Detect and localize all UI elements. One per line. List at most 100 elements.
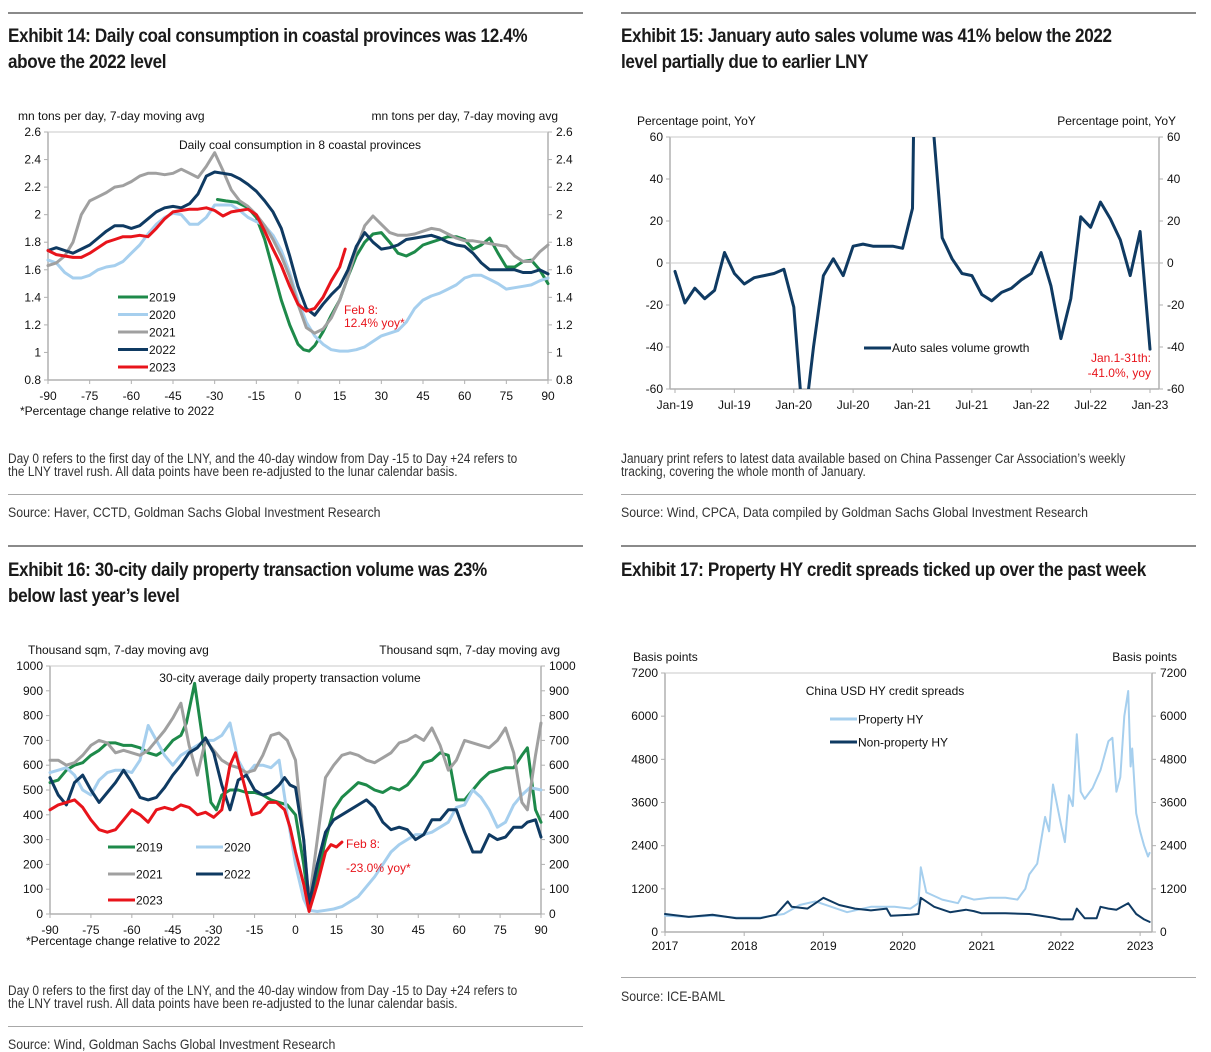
annotation-value: -41.0%, yoy: [1088, 366, 1151, 380]
y-tick-label-right: 2.2: [556, 180, 573, 194]
x-tick-label: 2023: [1127, 939, 1154, 953]
legend-label-2020: 2020: [224, 841, 251, 855]
source-text: Source: Haver, CCTD, Goldman Sachs Globa…: [8, 504, 381, 520]
x-tick-label: 45: [416, 389, 430, 403]
source-divider: [621, 494, 1196, 495]
footnote: *Percentage change relative to 2022: [26, 934, 220, 948]
y-tick-label-right: 500: [549, 783, 569, 797]
y-tick-label-right: 1000: [549, 659, 576, 673]
y-axis-title-left: Basis points: [633, 650, 698, 664]
source-text: Source: Wind, Goldman Sachs Global Inves…: [8, 1036, 336, 1052]
y-tick-label-right: 6000: [1160, 709, 1187, 723]
y-tick-label-right: 1.8: [556, 235, 573, 249]
y-tick-label-left: 1.2: [24, 318, 41, 332]
y-tick-label-right: 0: [549, 907, 556, 921]
x-tick-label: 15: [333, 389, 347, 403]
annotation-date: Feb 8:: [346, 837, 380, 851]
y-tick-label-left: 40: [650, 172, 664, 186]
exhibit-14: Exhibit 14: Daily coal consumption in co…: [8, 0, 583, 530]
x-tick-label: Jul-21: [956, 398, 989, 412]
y-tick-label-left: 100: [23, 882, 43, 896]
y-tick-label-right: 600: [549, 758, 569, 772]
y-tick-label-left: 1.6: [24, 263, 41, 277]
x-tick-label: 75: [500, 389, 514, 403]
x-tick-label: 90: [534, 923, 548, 937]
annotation-value: -23.0% yoy*: [346, 861, 411, 875]
y-tick-label-left: 400: [23, 808, 43, 822]
y-tick-label-left: -60: [646, 382, 664, 396]
source-divider: [621, 977, 1196, 978]
y-tick-label-right: 1.2: [556, 318, 573, 332]
y-tick-label-right: 20: [1167, 214, 1181, 228]
y-tick-label-right: 900: [549, 684, 569, 698]
title-line-1: Exhibit 17: Property HY credit spreads t…: [621, 560, 1146, 581]
y-axis-title-right: Basis points: [1112, 650, 1177, 664]
y-tick-label-right: 800: [549, 709, 569, 723]
y-axis-title-left: mn tons per day, 7-day moving avg: [18, 109, 205, 123]
y-tick-label-right: 700: [549, 733, 569, 747]
x-tick-label: Jan-22: [1013, 398, 1050, 412]
y-tick-label-right: 100: [549, 882, 569, 896]
y-tick-label-left: 200: [23, 857, 43, 871]
y-tick-label-right: 1: [556, 345, 563, 359]
y-tick-label-right: 1.6: [556, 263, 573, 277]
title-line-2: below last year’s level: [8, 586, 180, 607]
y-tick-label-right: -60: [1167, 382, 1185, 396]
x-tick-label: 60: [458, 389, 472, 403]
y-tick-label-left: 1: [34, 345, 41, 359]
y-tick-label-right: 2400: [1160, 839, 1187, 853]
y-tick-label-right: 2: [556, 208, 563, 222]
title-line-2: level partially due to earlier LNY: [621, 52, 869, 73]
source-text: Source: ICE-BAML: [621, 988, 726, 1004]
title-line-1: Exhibit 16: 30-city daily property trans…: [8, 560, 487, 581]
x-tick-label: Jan-23: [1132, 398, 1169, 412]
y-tick-label-left: 0: [651, 925, 658, 939]
x-tick-label: 2017: [652, 939, 679, 953]
y-tick-label-left: 500: [23, 783, 43, 797]
y-tick-label-right: 300: [549, 833, 569, 847]
exhibit-title: Exhibit 14: Daily coal consumption in co…: [8, 24, 575, 76]
series-line-Non-property HY: [664, 896, 1151, 923]
x-tick-label: 15: [330, 923, 344, 937]
x-tick-label: -90: [41, 923, 59, 937]
legend-label-2023: 2023: [149, 361, 176, 375]
exhibit-title: Exhibit 17: Property HY credit spreads t…: [621, 558, 1188, 584]
y-axis-title-right: Percentage point, YoY: [1057, 114, 1176, 128]
y-tick-label-left: 300: [23, 833, 43, 847]
y-tick-label-right: 200: [549, 857, 569, 871]
coal-consumption-chart: 0.8 0.8 1 1 1.2 1.2 1.4 1.4 1.6 1.6 1.8 1.8 2 2 2.2 2.2…: [18, 109, 573, 418]
exhibit-title: Exhibit 15: January auto sales volume wa…: [621, 24, 1188, 76]
top-divider: [621, 12, 1196, 14]
series-line-Property HY: [664, 690, 1151, 919]
chart-title: China USD HY credit spreads: [806, 684, 965, 698]
y-tick-label-left: 1.8: [24, 235, 41, 249]
y-tick-label-left: 0: [36, 907, 43, 921]
x-tick-label: 2021: [968, 939, 995, 953]
x-tick-label: Jul-19: [718, 398, 751, 412]
x-tick-label: Jul-20: [837, 398, 870, 412]
y-tick-label-right: 4800: [1160, 752, 1187, 766]
y-tick-label-left: 700: [23, 733, 43, 747]
legend-label-2021: 2021: [149, 326, 176, 340]
y-tick-label-left: 4800: [631, 752, 658, 766]
auto-sales-chart: -60 -60 -40 -40 -20 -20 0 0 20 20 40 40 60 60 Percenta…: [637, 114, 1185, 412]
y-tick-label-right: -20: [1167, 298, 1185, 312]
title-line-1: Exhibit 14: Daily coal consumption in co…: [8, 26, 528, 47]
series-line-2019: [48, 681, 543, 909]
x-tick-label: 2019: [810, 939, 837, 953]
x-tick-label: 30: [371, 923, 385, 937]
note-line-1: Day 0 refers to the first day of the LNY…: [8, 451, 518, 466]
x-tick-label: Jan-21: [894, 398, 931, 412]
source-divider: [8, 1026, 583, 1027]
x-tick-label: -30: [205, 923, 223, 937]
y-tick-label-left: 0: [656, 256, 663, 270]
top-divider: [8, 545, 583, 547]
note-line-2: the LNY travel rush. All data points hav…: [8, 996, 458, 1011]
top-divider: [8, 12, 583, 14]
y-tick-label-right: -40: [1167, 340, 1185, 354]
x-tick-label: -45: [164, 389, 182, 403]
credit-spreads-chart: 0 0 1200 1200 2400 2400 3600 3600 4800 4800 6000 60…: [631, 650, 1187, 953]
y-tick-label-left: 0.8: [24, 373, 41, 387]
x-tick-label: -75: [81, 389, 99, 403]
